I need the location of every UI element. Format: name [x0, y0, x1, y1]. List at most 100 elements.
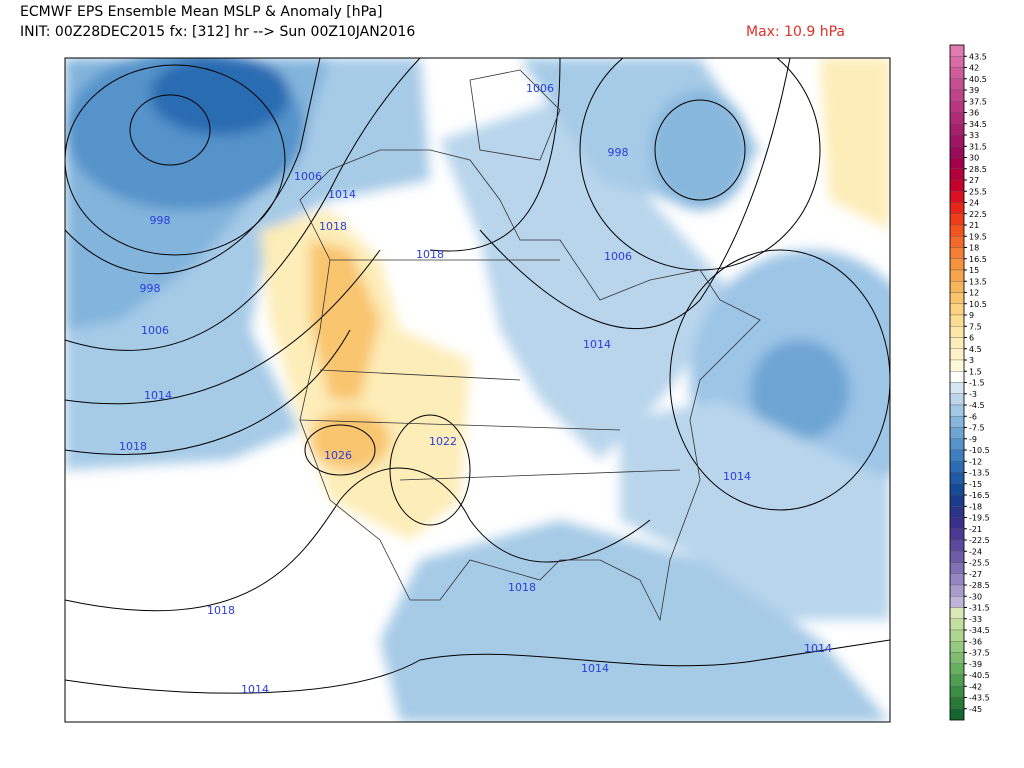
- colorbar-swatch: [949, 337, 965, 349]
- colorbar-label: 6: [969, 334, 974, 343]
- colorbar-label: 37.5: [969, 97, 987, 106]
- colorbar-swatch: [949, 573, 965, 586]
- contour-label: 1014: [144, 389, 172, 402]
- colorbar-label: 13.5: [969, 277, 987, 286]
- colorbar-swatch: [949, 123, 965, 136]
- colorbar-label: 34.5: [969, 120, 987, 129]
- contour-label: 1014: [241, 683, 269, 696]
- colorbar-label: 16.5: [969, 255, 987, 264]
- contour-label: 1014: [723, 470, 751, 483]
- colorbar-label: -39: [969, 660, 982, 669]
- colorbar-swatch: [949, 191, 965, 203]
- colorbar-label: 1.5: [969, 367, 982, 376]
- colorbar-swatch: [949, 663, 965, 676]
- contour-label: 1018: [207, 604, 235, 617]
- colorbar-swatch: [949, 686, 965, 698]
- colorbar-swatch: [949, 247, 965, 259]
- colorbar-label: 43.5: [969, 52, 987, 61]
- colorbar-label: 24: [969, 199, 979, 208]
- colorbar-swatch: [949, 303, 965, 316]
- colorbar-swatch: [949, 168, 965, 181]
- colorbar-label: -31.5: [969, 604, 990, 613]
- contour-label: 1026: [324, 449, 352, 462]
- colorbar-label: -12: [969, 457, 982, 466]
- colorbar-label: -6: [969, 412, 977, 421]
- colorbar-swatch: [949, 652, 965, 664]
- colorbar-swatch: [949, 314, 965, 327]
- colorbar-label: -25.5: [969, 559, 990, 568]
- colorbar-label: -27: [969, 570, 982, 579]
- contour-label: 998: [150, 214, 171, 227]
- colorbar-swatch: [949, 224, 965, 237]
- contour-label: 998: [608, 146, 629, 159]
- colorbar-label: -45: [969, 705, 982, 714]
- colorbar-swatch: [949, 416, 965, 428]
- colorbar-swatch: [949, 641, 965, 653]
- colorbar-label: -24: [969, 547, 982, 556]
- colorbar-label: -37.5: [969, 649, 990, 658]
- colorbar-swatch: [949, 101, 965, 113]
- colorbar-swatch: [949, 506, 965, 518]
- colorbar-swatch: [949, 67, 965, 79]
- colorbar-label: -33: [969, 615, 982, 624]
- colorbar-label: 9: [969, 311, 974, 320]
- colorbar-label: -43.5: [969, 694, 990, 703]
- colorbar-swatch: [949, 382, 965, 394]
- colorbar-swatch: [949, 202, 965, 214]
- contour-label: 1018: [508, 581, 536, 594]
- colorbar-swatch: [949, 236, 965, 248]
- colorbar-label: -19.5: [969, 514, 990, 523]
- colorbar-label: 39: [969, 86, 979, 95]
- colorbar-label: -36: [969, 637, 982, 646]
- colorbar-swatch: [949, 89, 965, 102]
- colorbar-label: -42: [969, 682, 982, 691]
- colorbar-swatch: [949, 629, 965, 642]
- colorbar-swatch: [949, 427, 965, 439]
- colorbar-label: 42: [969, 64, 979, 73]
- colorbar-label: 18: [969, 244, 979, 253]
- colorbar-swatch: [949, 404, 965, 417]
- colorbar-swatch: [949, 112, 965, 124]
- colorbar-swatch: [949, 551, 965, 563]
- contour-label: 1014: [583, 338, 611, 351]
- contour-label: 1014: [328, 188, 356, 201]
- colorbar-swatch: [949, 618, 965, 631]
- colorbar-label: 12: [969, 289, 979, 298]
- colorbar-label: 36: [969, 109, 979, 118]
- colorbar-swatch: [949, 371, 965, 383]
- contour-label: 1006: [604, 250, 632, 263]
- colorbar-swatch: [949, 472, 965, 484]
- contour-label: 1018: [119, 440, 147, 453]
- colorbar-swatch: [949, 697, 965, 709]
- colorbar-label: 19.5: [969, 232, 987, 241]
- colorbar-label: -16.5: [969, 491, 990, 500]
- colorbar-swatch: [949, 483, 965, 496]
- colorbar-swatch: [949, 596, 965, 608]
- contour-label: 998: [140, 282, 161, 295]
- colorbar-label: 15: [969, 266, 979, 275]
- colorbar-label: 30: [969, 154, 979, 163]
- colorbar-label: 28.5: [969, 165, 987, 174]
- colorbar-swatch: [949, 348, 965, 361]
- colorbar-label: 21: [969, 221, 979, 230]
- subtitle: INIT: 00Z28DEC2015 fx: [312] hr --> Sun …: [20, 24, 416, 40]
- colorbar-swatch: [949, 528, 965, 541]
- colorbar-label: 3: [969, 356, 974, 365]
- contour-label: 1014: [581, 662, 609, 675]
- colorbar-swatch: [949, 213, 965, 226]
- colorbar-swatch: [949, 461, 965, 473]
- contour-label: 1022: [429, 435, 457, 448]
- colorbar-swatch: [949, 134, 965, 147]
- colorbar-label: 33: [969, 131, 979, 140]
- colorbar-label: -30: [969, 592, 982, 601]
- colorbar-swatch: [949, 157, 965, 169]
- contour-label: 1018: [319, 220, 347, 233]
- colorbar-label: -3: [969, 390, 977, 399]
- colorbar-swatch: [949, 449, 965, 462]
- colorbar-label: -1.5: [969, 379, 985, 388]
- max-label: Max: 10.9 hPa: [746, 24, 845, 40]
- map-frame: [64, 57, 891, 723]
- colorbar-swatch: [949, 494, 965, 507]
